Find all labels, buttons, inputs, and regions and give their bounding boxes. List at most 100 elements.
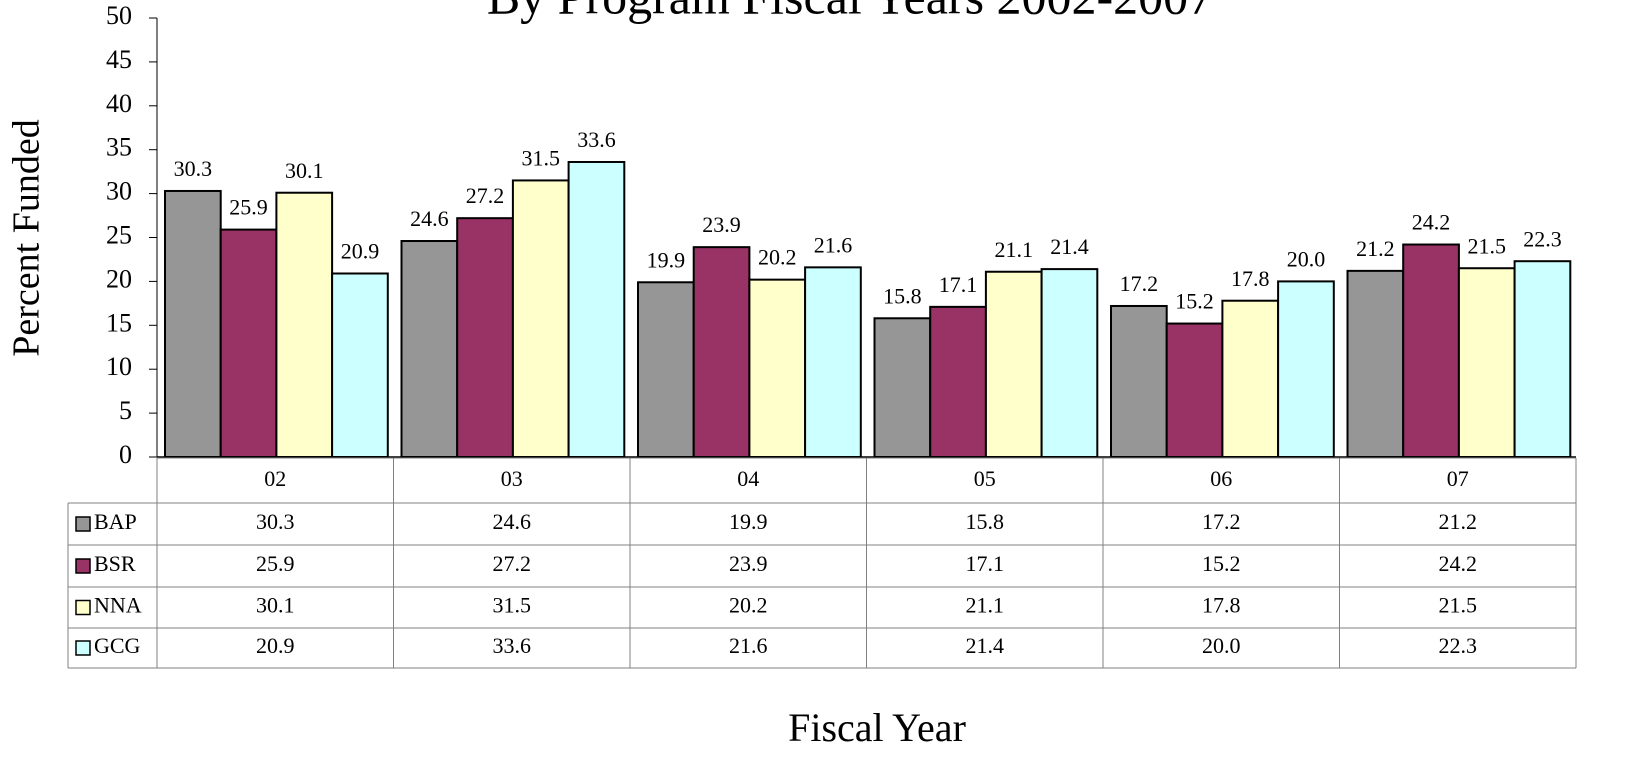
table-cell: 21.4 <box>966 633 1005 658</box>
data-label: 21.1 <box>995 237 1034 262</box>
data-label: 17.8 <box>1231 266 1270 291</box>
table-cell: 24.6 <box>493 509 532 534</box>
y-tick-label: 15 <box>106 308 132 337</box>
y-tick-label: 20 <box>106 264 132 293</box>
y-tick-label: 45 <box>106 45 132 74</box>
table-cell: 33.6 <box>493 633 532 658</box>
bar <box>748 278 807 459</box>
table-cell: 24.2 <box>1439 551 1478 576</box>
legend-label: BAP <box>94 509 137 534</box>
table-cell: 17.2 <box>1202 509 1241 534</box>
bar <box>1165 322 1224 458</box>
table-cell: 15.8 <box>966 509 1005 534</box>
data-label: 31.5 <box>522 145 561 170</box>
table-cell: 27.2 <box>493 551 532 576</box>
table-cell: 21.2 <box>1439 509 1478 534</box>
table-cell: 20.0 <box>1202 633 1241 658</box>
data-label: 25.9 <box>229 195 268 220</box>
bar <box>1513 260 1572 458</box>
table-cell: 20.2 <box>729 593 768 618</box>
data-label: 33.6 <box>577 127 616 152</box>
table-cell: 23.9 <box>729 551 768 576</box>
y-tick-label: 30 <box>106 177 132 206</box>
data-label: 22.3 <box>1523 226 1562 251</box>
bar <box>1277 280 1335 458</box>
y-tick-label: 35 <box>106 133 132 162</box>
data-label: 17.2 <box>1120 271 1159 296</box>
table-cell: 25.9 <box>256 551 295 576</box>
legend-key <box>75 640 91 656</box>
y-tick-label: 0 <box>119 440 132 469</box>
bar <box>331 272 389 458</box>
table-cell: 19.9 <box>729 509 768 534</box>
bar <box>511 179 570 458</box>
table-cell: 21.5 <box>1439 593 1478 618</box>
x-tick-label: 02 <box>264 466 286 491</box>
bar <box>400 240 459 458</box>
data-label: 17.1 <box>939 272 978 297</box>
data-label: 15.8 <box>883 283 922 308</box>
data-label: 19.9 <box>647 247 686 272</box>
legend-label: BSR <box>94 551 136 576</box>
table-cell: 30.3 <box>256 509 295 534</box>
data-label: 27.2 <box>466 183 505 208</box>
table-cell: 21.6 <box>729 633 768 658</box>
bar <box>456 217 514 458</box>
data-label: 15.2 <box>1175 289 1214 314</box>
x-axis-label: Fiscal Year <box>788 705 966 750</box>
bar <box>275 191 334 459</box>
bar <box>1110 304 1168 459</box>
legend-label: NNA <box>94 593 142 618</box>
x-tick-label: 03 <box>501 466 523 491</box>
bar <box>1040 268 1099 458</box>
legend-key <box>75 516 91 532</box>
bar <box>1402 243 1460 458</box>
x-tick-label: 04 <box>737 466 759 491</box>
bar <box>1457 267 1516 459</box>
bar <box>637 281 695 459</box>
data-label: 21.6 <box>814 232 853 257</box>
x-tick-label: 05 <box>974 466 996 491</box>
bar <box>984 270 1043 458</box>
table-cell: 20.9 <box>256 633 295 658</box>
y-tick-label: 40 <box>106 89 132 118</box>
bar <box>164 189 222 458</box>
data-label: 21.4 <box>1050 234 1089 259</box>
data-label: 21.2 <box>1356 236 1395 261</box>
bar <box>1346 269 1405 459</box>
bar <box>929 305 987 458</box>
data-label: 23.9 <box>702 212 741 237</box>
bar <box>804 266 862 458</box>
x-tick-label: 06 <box>1210 466 1232 491</box>
bar <box>567 160 626 458</box>
table-cell: 31.5 <box>493 593 532 618</box>
y-axis-label: Percent Funded <box>6 119 48 356</box>
legend-key <box>75 599 91 616</box>
data-label: 30.3 <box>174 156 213 181</box>
table-cell: 21.1 <box>966 593 1005 618</box>
chart-title: By Program Fiscal Years 2002-2007 <box>487 0 1213 24</box>
data-label: 21.5 <box>1468 233 1507 258</box>
data-label: 20.0 <box>1287 246 1326 271</box>
bar <box>873 317 932 458</box>
data-label: 20.2 <box>758 245 797 270</box>
x-tick-label: 07 <box>1447 466 1469 491</box>
y-tick-label: 10 <box>106 352 132 381</box>
bar <box>1221 299 1280 458</box>
table-cell: 22.3 <box>1439 633 1478 658</box>
table-cell: 17.1 <box>966 551 1005 576</box>
y-tick-label: 50 <box>106 1 132 30</box>
data-label: 30.1 <box>285 158 324 183</box>
y-tick-label: 25 <box>106 220 132 249</box>
data-label: 24.2 <box>1412 210 1451 235</box>
table-cell: 30.1 <box>256 593 295 618</box>
legend-label: GCG <box>94 633 141 658</box>
legend-key <box>75 558 91 574</box>
bar <box>692 246 751 458</box>
table-cell: 17.8 <box>1202 593 1241 618</box>
table-cell: 15.2 <box>1202 551 1241 576</box>
data-label: 20.9 <box>341 239 380 264</box>
y-tick-label: 5 <box>119 396 132 425</box>
bar <box>219 228 278 458</box>
